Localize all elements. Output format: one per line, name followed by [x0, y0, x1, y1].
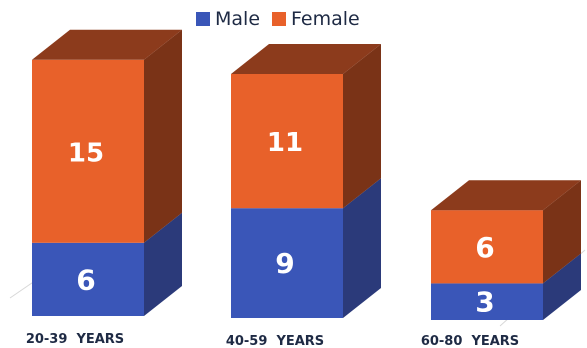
value-label-male-2: 9 [275, 247, 294, 280]
bar-side-female-2 [343, 44, 381, 209]
bar-side-female-1 [144, 29, 182, 243]
value-label-female-1: 15 [68, 138, 104, 168]
legend-label-male: Male [215, 8, 261, 30]
value-label-female-2: 11 [267, 128, 303, 158]
category-label-2: 40-59 YEARS [226, 334, 324, 348]
bar-side-female-3 [543, 180, 581, 284]
bar-top-2 [231, 44, 381, 74]
value-label-male-1: 6 [76, 263, 95, 296]
bar-top-3 [431, 180, 581, 211]
legend: Male Female [196, 8, 372, 30]
category-label-1: 20-39 YEARS [26, 332, 124, 347]
category-label-3: 60-80 YEARS [421, 334, 519, 348]
bar-male-2 [231, 208, 343, 318]
bar-side-male-3 [543, 253, 581, 320]
legend-item-female: Female [272, 8, 360, 30]
bar-top-1 [32, 29, 182, 60]
bar-side-male-2 [343, 178, 381, 318]
bar-female-2 [231, 74, 343, 209]
legend-label-female: Female [291, 8, 360, 30]
legend-swatch-male [196, 12, 210, 26]
bar-female-3 [431, 210, 543, 284]
value-label-female-3: 6 [475, 231, 494, 264]
bar-female-1 [32, 59, 144, 243]
bar-male-1 [32, 242, 144, 316]
legend-item-male: Male [196, 8, 260, 30]
value-label-male-3: 3 [475, 286, 494, 319]
legend-swatch-female [272, 12, 287, 26]
bar-male-3 [431, 283, 543, 320]
bar-side-male-1 [144, 212, 182, 316]
